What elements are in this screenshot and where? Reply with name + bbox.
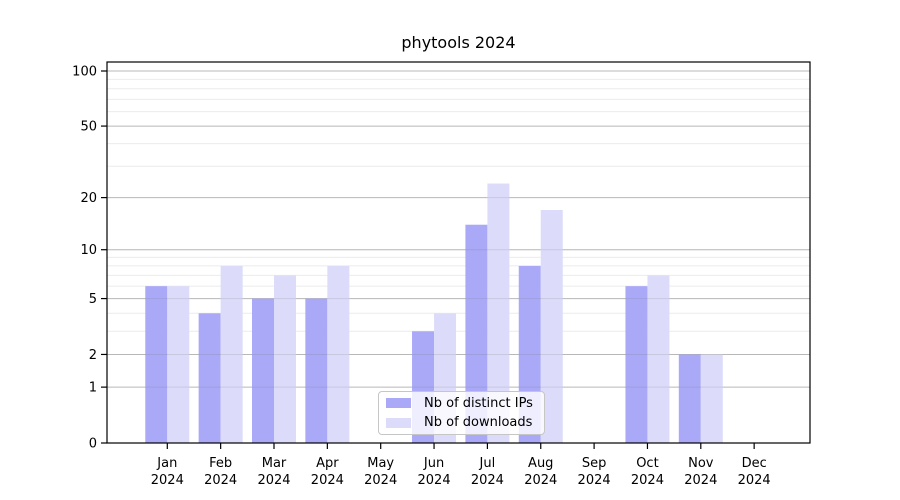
bar-ips-nov — [678, 354, 701, 443]
bar-downloads-jan — [167, 286, 190, 443]
x-tick-label-month: Jul — [479, 456, 496, 471]
y-tick-label: 5 — [89, 292, 97, 307]
x-tick-label-year: 2024 — [471, 473, 504, 488]
legend-label-distinct-ips: Nb of distinct IPs — [424, 395, 533, 411]
x-tick-label-month: Jun — [423, 456, 444, 471]
x-tick-label-year: 2024 — [684, 473, 717, 488]
x-tick-label-year: 2024 — [738, 473, 771, 488]
x-tick-label-month: Mar — [262, 456, 287, 471]
y-tick-label: 0 — [89, 437, 97, 452]
x-tick-label-month: Nov — [688, 456, 714, 471]
legend-item-downloads: Nb of downloads — [386, 415, 540, 432]
x-tick-label-month: Oct — [636, 456, 658, 471]
x-tick-label-year: 2024 — [311, 473, 344, 488]
x-tick-label-month: Feb — [209, 456, 232, 471]
plot-border — [106, 61, 811, 444]
bar-downloads-nov — [700, 354, 723, 443]
x-tick-label-year: 2024 — [524, 473, 557, 488]
legend-label-downloads: Nb of downloads — [424, 415, 533, 431]
bar-ips-apr — [305, 298, 328, 443]
x-tick-label-month: Apr — [316, 456, 339, 471]
y-tick-label: 2 — [89, 348, 97, 363]
x-tick-label-month: Jan — [156, 456, 177, 471]
y-tick-label: 10 — [80, 243, 97, 258]
legend-item-distinct-ips: Nb of distinct IPs — [386, 395, 540, 412]
bar-downloads-jul — [487, 183, 510, 443]
x-tick-label-year: 2024 — [257, 473, 290, 488]
y-tick-label: 100 — [72, 65, 97, 80]
x-tick-label-month: May — [367, 456, 394, 471]
bar-ips-oct — [625, 286, 648, 443]
y-tick-label: 50 — [80, 120, 97, 135]
bar-downloads-apr — [327, 265, 350, 443]
x-tick-label-month: Aug — [528, 456, 553, 471]
bar-downloads-oct — [647, 275, 670, 443]
x-tick-label-month: Sep — [582, 456, 607, 471]
x-tick-label-year: 2024 — [364, 473, 397, 488]
x-tick-label-month: Dec — [742, 456, 767, 471]
bar-downloads-aug — [540, 210, 563, 443]
x-tick-label-year: 2024 — [578, 473, 611, 488]
y-tick-label: 1 — [89, 381, 97, 396]
bar-downloads-feb — [220, 265, 243, 443]
chart-title: phytools 2024 — [401, 33, 516, 52]
x-tick-label-year: 2024 — [204, 473, 237, 488]
y-tick-label: 20 — [80, 191, 97, 206]
x-tick-label-year: 2024 — [418, 473, 451, 488]
legend-swatch-downloads — [386, 417, 411, 428]
legend-swatch-distinct-ips — [386, 398, 411, 409]
bar-ips-jul — [465, 224, 488, 443]
legend: Nb of distinct IPs Nb of downloads — [378, 391, 545, 435]
bar-ips-jan — [145, 286, 168, 443]
x-tick-label-year: 2024 — [151, 473, 184, 488]
x-tick-label-year: 2024 — [631, 473, 664, 488]
bar-ips-mar — [252, 298, 274, 443]
bar-ips-feb — [198, 313, 221, 443]
bar-downloads-mar — [274, 275, 296, 443]
